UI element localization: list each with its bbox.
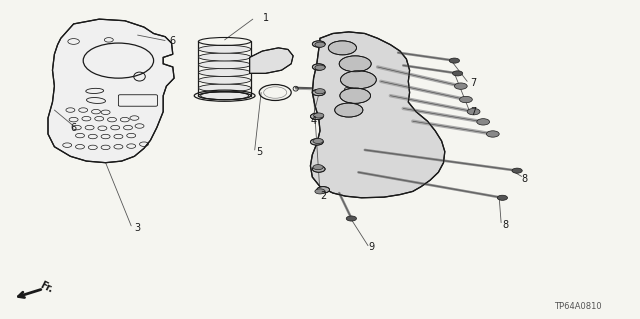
Text: 6: 6 xyxy=(70,122,77,133)
Text: 8: 8 xyxy=(502,220,509,230)
Circle shape xyxy=(449,58,460,63)
Text: 2: 2 xyxy=(320,191,326,201)
Circle shape xyxy=(314,113,324,118)
Circle shape xyxy=(460,96,472,103)
Polygon shape xyxy=(250,48,293,73)
Text: TP64A0810: TP64A0810 xyxy=(554,302,602,311)
Ellipse shape xyxy=(198,45,251,53)
Text: 4: 4 xyxy=(310,116,317,126)
Ellipse shape xyxy=(198,61,251,69)
Circle shape xyxy=(315,65,325,70)
Polygon shape xyxy=(48,19,174,163)
Circle shape xyxy=(312,89,325,96)
Circle shape xyxy=(335,103,363,117)
Circle shape xyxy=(310,139,323,145)
Text: Fr.: Fr. xyxy=(38,280,54,294)
Circle shape xyxy=(315,189,325,194)
Circle shape xyxy=(340,88,371,103)
Circle shape xyxy=(310,113,323,120)
Circle shape xyxy=(312,64,325,70)
Circle shape xyxy=(477,119,490,125)
Circle shape xyxy=(452,71,463,76)
Circle shape xyxy=(313,138,323,144)
Text: 5: 5 xyxy=(256,146,262,157)
Text: 9: 9 xyxy=(368,242,374,252)
Ellipse shape xyxy=(198,69,251,77)
Circle shape xyxy=(512,168,522,173)
Circle shape xyxy=(315,42,325,47)
Circle shape xyxy=(312,166,325,172)
Text: 3: 3 xyxy=(134,223,141,233)
Circle shape xyxy=(454,83,467,89)
Circle shape xyxy=(467,108,480,115)
Circle shape xyxy=(313,165,323,170)
Circle shape xyxy=(317,187,330,193)
Ellipse shape xyxy=(198,92,251,100)
Circle shape xyxy=(340,71,376,89)
Ellipse shape xyxy=(198,84,251,92)
Circle shape xyxy=(315,89,325,94)
Circle shape xyxy=(328,41,356,55)
Circle shape xyxy=(339,56,371,72)
Polygon shape xyxy=(310,32,445,198)
Text: 6: 6 xyxy=(170,36,176,47)
Circle shape xyxy=(486,131,499,137)
Text: 7: 7 xyxy=(470,107,477,117)
Circle shape xyxy=(346,216,356,221)
Ellipse shape xyxy=(198,76,251,84)
Circle shape xyxy=(497,195,508,200)
Circle shape xyxy=(312,41,325,47)
Text: 8: 8 xyxy=(522,174,528,184)
Text: 7: 7 xyxy=(470,78,477,88)
Text: 1: 1 xyxy=(262,12,269,23)
Ellipse shape xyxy=(198,53,251,61)
